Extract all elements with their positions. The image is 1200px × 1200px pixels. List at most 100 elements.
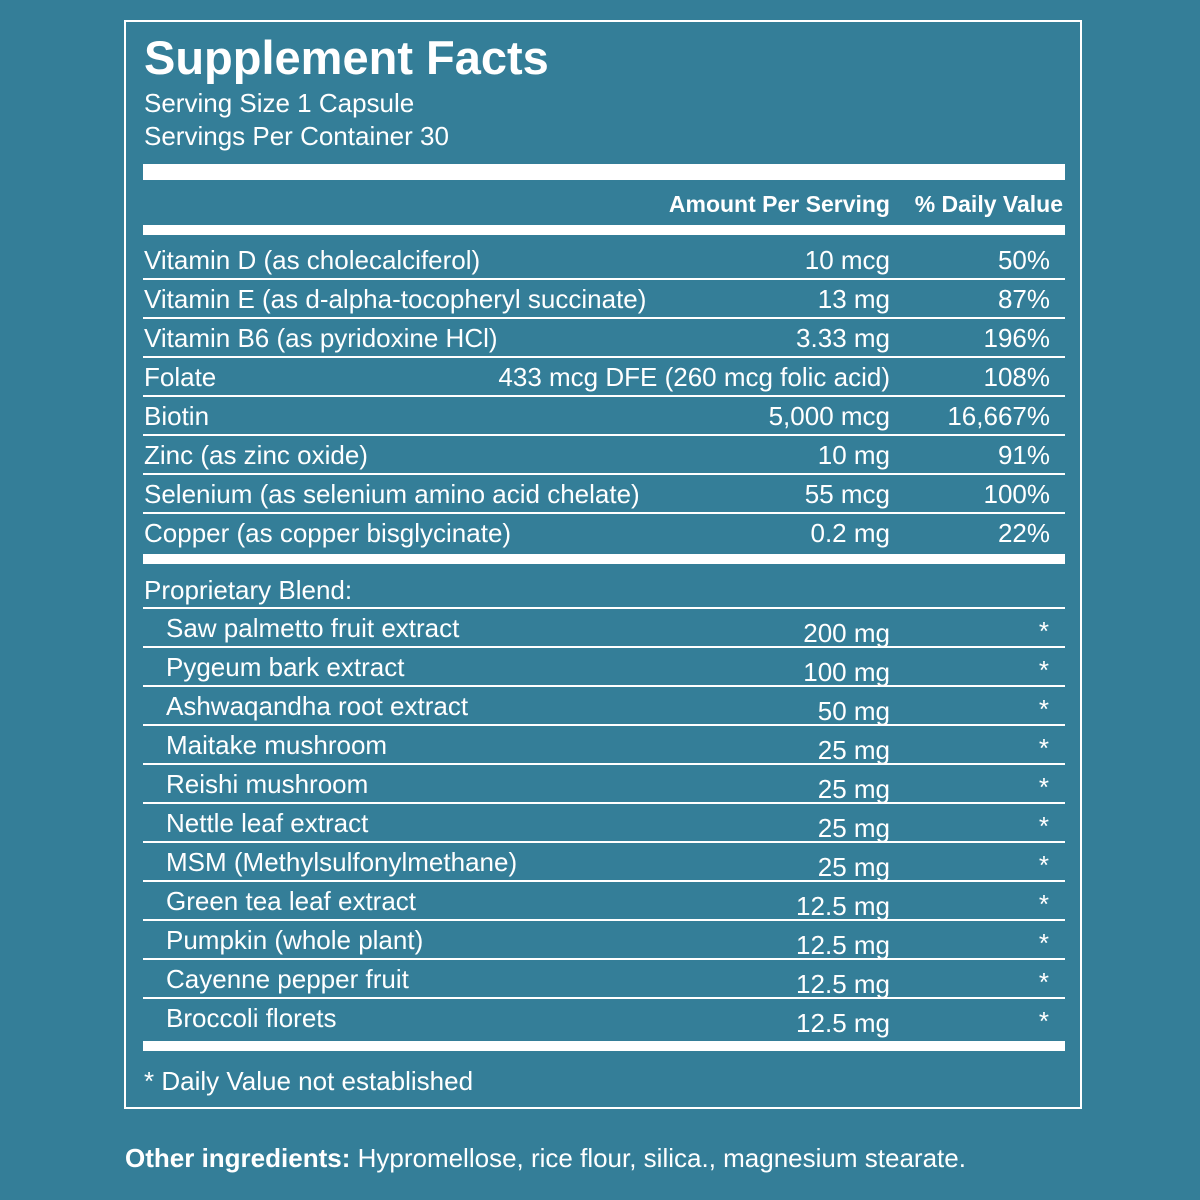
table-row: Selenium (as selenium amino acid chelate…: [0, 475, 1200, 514]
blend-row: Reishi mushroom 25 mg *: [0, 765, 1200, 804]
blend-row: MSM (Methylsulfonylmethane) 25 mg *: [0, 843, 1200, 882]
row-divider: [143, 841, 1065, 843]
row-divider: [143, 434, 1065, 436]
blend-ingredient-amount: 25 mg: [817, 735, 890, 765]
nutrient-daily-value: 87%: [997, 284, 1050, 314]
table-row: Biotin 5,000 mcg 16,667%: [0, 397, 1200, 436]
table-row: Vitamin B6 (as pyridoxine HCl) 3.33 mg 196…: [0, 319, 1200, 358]
table-row: Vitamin E (as d-alpha-tocopheryl succina…: [0, 280, 1200, 319]
daily-value-asterisk: *: [1038, 928, 1049, 958]
row-divider: [143, 646, 1065, 648]
blend-row: Broccoli florets 12.5 mg *: [0, 999, 1200, 1038]
blend-ingredient-name: Broccoli florets: [166, 1003, 337, 1033]
blend-ingredient-amount: 100 mg: [803, 657, 890, 687]
nutrient-amount: 13 mg: [817, 284, 890, 314]
daily-value-asterisk: *: [1038, 1006, 1049, 1036]
column-header-amount: Amount Per Serving: [668, 191, 890, 217]
proprietary-blend-title: Proprietary Blend:: [144, 575, 353, 605]
nutrient-amount: 433 mcg DFE (260 mcg folic acid): [498, 362, 890, 392]
blend-ingredient-name: Maitake mushroom: [166, 730, 388, 760]
row-divider: [143, 356, 1065, 358]
footnote: * Daily Value not established: [144, 1066, 474, 1096]
blend-ingredient-name: Nettle leaf extract: [166, 808, 369, 838]
servings-per-container: Servings Per Container 30: [144, 121, 449, 151]
other-ingredients: Other ingredients: Hypromellose, rice fl…: [125, 1138, 966, 1178]
thick-divider-top: [143, 164, 1065, 180]
blend-ingredient-name: MSM (Methylsulfonylmethane): [166, 847, 518, 877]
table-row: Copper (as copper bisglycinate) 0.2 mg 22%: [0, 514, 1200, 553]
nutrient-name: Vitamin D (as cholecalciferol): [144, 245, 481, 275]
nutrient-amount: 10 mg: [817, 440, 890, 470]
column-header-daily-value: % Daily Value: [914, 191, 1063, 217]
daily-value-asterisk: *: [1038, 967, 1049, 997]
daily-value-asterisk: *: [1038, 694, 1049, 724]
blend-ingredient-amount: 12.5 mg: [796, 1008, 890, 1038]
row-divider: [143, 919, 1065, 921]
panel-title: Supplement Facts: [144, 31, 549, 84]
blend-ingredient-name: Ashwaqandha root extract: [166, 691, 469, 721]
row-divider: [143, 473, 1065, 475]
nutrient-daily-value: 91%: [997, 440, 1050, 470]
row-divider: [143, 685, 1065, 687]
serving-size: Serving Size 1 Capsule: [144, 88, 415, 118]
row-divider: [143, 724, 1065, 726]
nutrient-amount: 55 mcg: [804, 479, 890, 509]
row-divider: [143, 997, 1065, 999]
nutrient-name: Vitamin E (as d-alpha-tocopheryl succina…: [144, 284, 647, 314]
nutrient-daily-value: 100%: [983, 479, 1051, 509]
blend-row: Green tea leaf extract 12.5 mg *: [0, 882, 1200, 921]
nutrient-amount: 10 mcg: [804, 245, 890, 275]
blend-ingredient-name: Reishi mushroom: [166, 769, 369, 799]
blend-ingredient-amount: 25 mg: [817, 813, 890, 843]
blend-ingredient-name: Saw palmetto fruit extract: [166, 613, 460, 643]
nutrient-amount: 5,000 mcg: [768, 401, 890, 431]
blend-ingredient-name: Pumpkin (whole plant): [166, 925, 424, 955]
nutrient-name: Biotin: [144, 401, 210, 431]
blend-ingredient-amount: 12.5 mg: [796, 969, 890, 999]
nutrient-amount: 0.2 mg: [810, 518, 891, 548]
daily-value-asterisk: *: [1038, 616, 1049, 646]
blend-row: Cayenne pepper fruit 12.5 mg *: [0, 960, 1200, 999]
blend-row: Ashwaqandha root extract 50 mg *: [0, 687, 1200, 726]
supplement-facts-panel: [124, 20, 1082, 1109]
medium-divider: [143, 225, 1065, 235]
row-divider: [143, 317, 1065, 319]
row-divider: [143, 607, 1065, 609]
blend-ingredient-amount: 200 mg: [803, 618, 890, 648]
daily-value-asterisk: *: [1038, 772, 1049, 802]
nutrient-daily-value: 196%: [983, 323, 1051, 353]
medium-divider-bottom: [143, 1041, 1065, 1051]
nutrient-name: Folate: [144, 362, 217, 392]
blend-ingredient-amount: 25 mg: [817, 852, 890, 882]
other-ingredients-text: Hypromellose, rice flour, silica., magne…: [350, 1143, 966, 1173]
daily-value-asterisk: *: [1038, 811, 1049, 841]
blend-row: Pygeum bark extract 100 mg *: [0, 648, 1200, 687]
blend-row: Pumpkin (whole plant) 12.5 mg *: [0, 921, 1200, 960]
blend-ingredient-name: Pygeum bark extract: [166, 652, 405, 682]
blend-row: Saw palmetto fruit extract 200 mg *: [0, 609, 1200, 648]
daily-value-asterisk: *: [1038, 655, 1049, 685]
row-divider: [143, 802, 1065, 804]
nutrient-daily-value: 16,667%: [947, 401, 1050, 431]
row-divider: [143, 512, 1065, 514]
daily-value-asterisk: *: [1038, 889, 1049, 919]
row-divider: [143, 958, 1065, 960]
row-divider: [143, 880, 1065, 882]
nutrient-name: Copper (as copper bisglycinate): [144, 518, 512, 548]
nutrient-daily-value: 50%: [997, 245, 1050, 275]
blend-ingredient-amount: 12.5 mg: [796, 930, 890, 960]
daily-value-asterisk: *: [1038, 850, 1049, 880]
nutrient-name: Selenium (as selenium amino acid chelate…: [144, 479, 640, 509]
table-row: Vitamin D (as cholecalciferol) 10 mcg 50%: [0, 241, 1200, 280]
blend-ingredient-name: Cayenne pepper fruit: [166, 964, 409, 994]
other-ingredients-label: Other ingredients:: [125, 1143, 351, 1173]
blend-ingredient-amount: 25 mg: [817, 774, 890, 804]
blend-row: Maitake mushroom 25 mg *: [0, 726, 1200, 765]
blend-ingredient-amount: 50 mg: [817, 696, 890, 726]
blend-ingredient-name: Green tea leaf extract: [166, 886, 417, 916]
blend-row: Nettle leaf extract 25 mg *: [0, 804, 1200, 843]
row-divider: [143, 763, 1065, 765]
medium-divider-blend: [143, 554, 1065, 564]
nutrient-amount: 3.33 mg: [796, 323, 890, 353]
blend-ingredient-amount: 12.5 mg: [796, 891, 890, 921]
